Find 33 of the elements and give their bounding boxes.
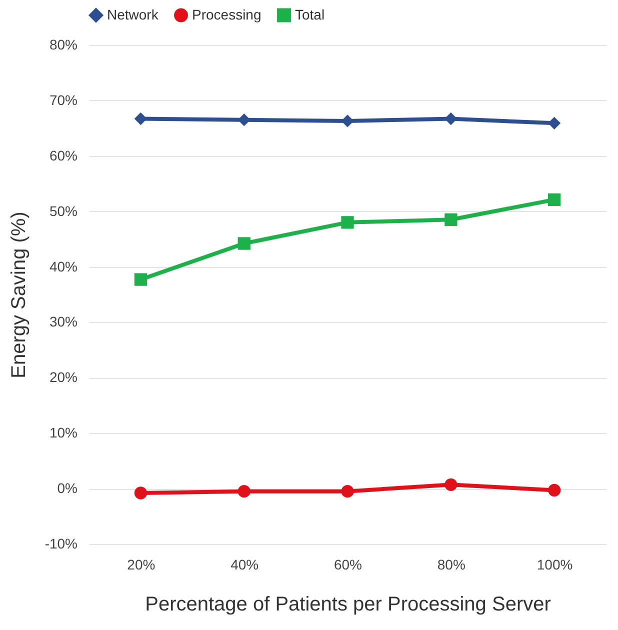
point xyxy=(134,112,148,126)
point xyxy=(134,273,148,286)
point xyxy=(238,237,250,250)
x-tick-label: 80% xyxy=(437,556,466,572)
x-axis-title: Percentage of Patients per Processing Server xyxy=(145,594,552,616)
point xyxy=(444,112,458,126)
x-tick-label: 100% xyxy=(536,556,573,572)
point xyxy=(134,486,148,500)
point xyxy=(341,485,354,498)
y-tick-label: 0% xyxy=(57,480,78,496)
point xyxy=(238,485,250,498)
x-tick-label: 40% xyxy=(230,556,259,572)
y-tick-label: 60% xyxy=(49,147,78,164)
y-tick-label: 10% xyxy=(49,424,78,441)
x-tick-label: 60% xyxy=(334,556,362,572)
y-tick-label: 20% xyxy=(49,369,78,386)
legend-label: Network xyxy=(107,6,160,22)
point xyxy=(444,213,458,226)
x-tick-label: 20% xyxy=(127,556,156,572)
legend-label: Total xyxy=(295,6,325,22)
y-tick-label: -10% xyxy=(44,536,78,552)
point xyxy=(341,216,354,229)
point xyxy=(548,193,561,206)
point xyxy=(444,478,458,491)
y-tick-label: 50% xyxy=(49,202,78,219)
y-axis-title: Energy Saving (%) xyxy=(8,212,30,378)
legend-label: Processing xyxy=(192,6,262,22)
y-tick-label: 70% xyxy=(49,92,78,108)
y-tick-label: 80% xyxy=(49,36,78,52)
point xyxy=(548,484,561,497)
y-tick-label: 40% xyxy=(49,258,78,274)
point xyxy=(548,116,561,130)
y-tick-label: 30% xyxy=(49,314,78,330)
